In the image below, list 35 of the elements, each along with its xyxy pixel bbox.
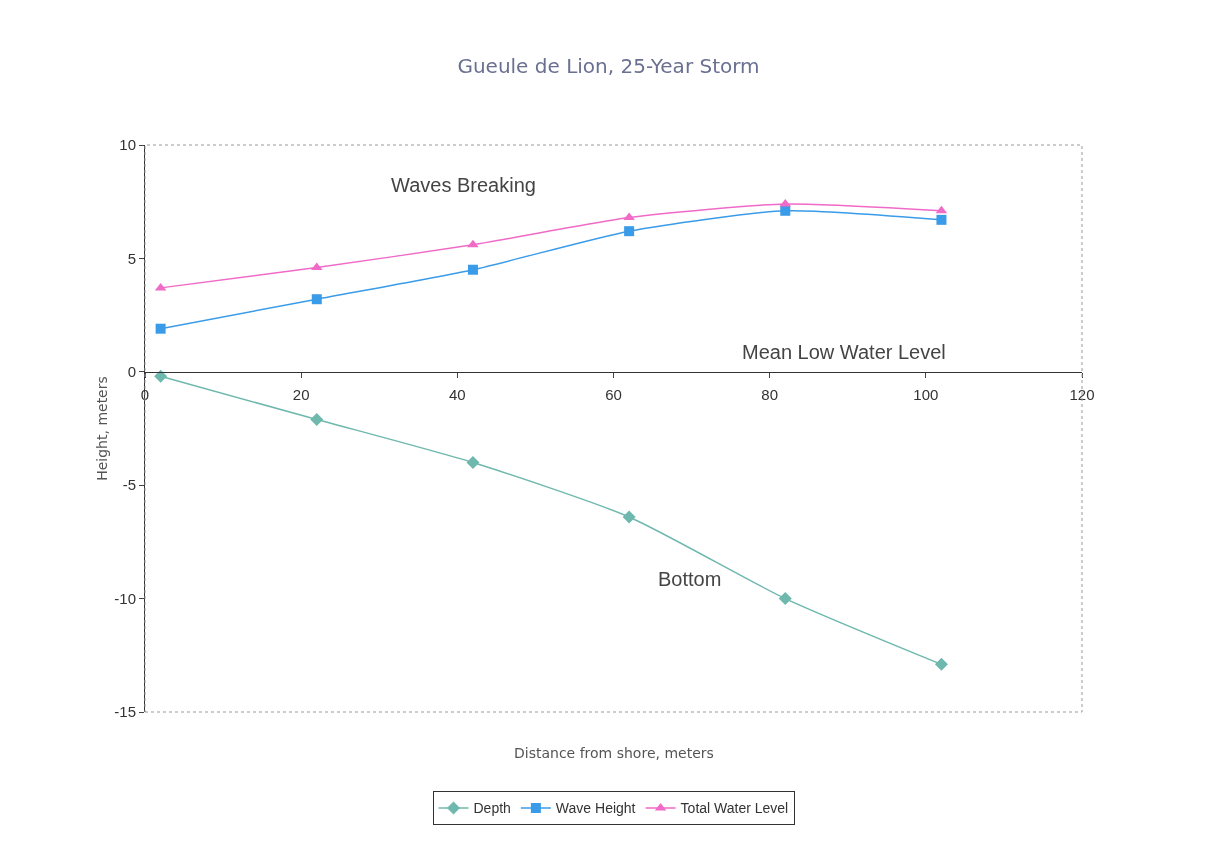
y-tick-label: 10 [119, 136, 136, 154]
annotation: Bottom [658, 568, 722, 590]
point [466, 456, 480, 470]
y-axis-title: Height, meters [94, 376, 110, 481]
point [934, 657, 948, 671]
legend-label: Total Water Level [680, 800, 789, 817]
y-tick-label: 5 [127, 249, 136, 267]
legend-label: Depth [473, 800, 511, 817]
point [467, 264, 478, 275]
point [624, 226, 635, 237]
annotation: Mean Low Water Level [742, 341, 946, 363]
point [154, 369, 168, 383]
x-axis-title: Distance from shore, meters [514, 745, 714, 761]
point [778, 592, 792, 606]
point [310, 412, 324, 426]
x-tick-label: 80 [761, 385, 779, 403]
point [780, 205, 791, 216]
point [311, 294, 322, 305]
legend-label: Wave Height [555, 800, 636, 817]
x-tick-label: 60 [605, 385, 622, 403]
y-tick-label: 0 [127, 363, 136, 381]
x-tick-label: 120 [1069, 385, 1095, 403]
chart-title: Gueule de Lion, 25-Year Storm [457, 53, 760, 78]
y-tick-label: -10 [114, 589, 136, 607]
x-tick-label: 100 [913, 385, 939, 403]
point [155, 323, 166, 334]
x-tick-label: 40 [448, 385, 466, 403]
y-tick-label: -5 [122, 476, 136, 494]
y-tick-label: -15 [114, 703, 136, 721]
point [467, 239, 479, 248]
point [936, 214, 947, 225]
point [622, 510, 636, 524]
annotation: Waves Breaking [391, 174, 536, 196]
point [623, 212, 635, 221]
x-tick-label: 20 [292, 385, 310, 403]
